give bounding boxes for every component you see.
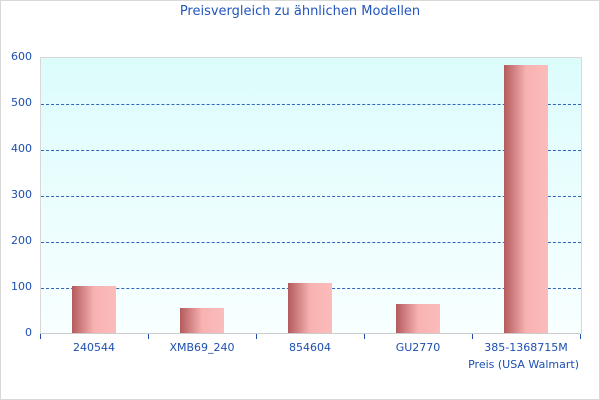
y-tick-label: 200 — [11, 234, 32, 247]
x-tick — [40, 334, 41, 339]
x-tick — [580, 334, 581, 339]
bar-GU2770 — [396, 304, 440, 333]
bar-XMB69_240 — [180, 308, 224, 333]
gridline-500 — [41, 104, 581, 105]
gridline-400 — [41, 150, 581, 151]
x-tick — [148, 334, 149, 339]
y-tick-label: 500 — [11, 96, 32, 109]
gridline-200 — [41, 242, 581, 243]
x-tick-label: XMB69_240 — [169, 341, 235, 354]
bar-385-1368715M — [504, 64, 548, 333]
y-tick-label: 600 — [11, 50, 32, 63]
legend-label: Preis (USA Walmart) — [468, 358, 579, 371]
x-axis — [40, 333, 580, 334]
gridline-300 — [41, 196, 581, 197]
y-tick-label: 400 — [11, 142, 32, 155]
bar-854604 — [288, 283, 332, 333]
bar-240544 — [72, 286, 116, 333]
x-tick-label: 854604 — [289, 341, 331, 354]
chart-title: Preisvergleich zu ähnlichen Modellen — [179, 4, 421, 19]
x-tick — [364, 334, 365, 339]
y-tick-label: 300 — [11, 188, 32, 201]
x-tick-label: 240544 — [73, 341, 115, 354]
x-tick — [256, 334, 257, 339]
x-tick-label: GU2770 — [395, 341, 441, 354]
x-tick-label: 385-1368715M — [484, 341, 568, 354]
x-tick — [472, 334, 473, 339]
y-tick-label: 0 — [25, 326, 32, 339]
y-tick-label: 100 — [11, 280, 32, 293]
